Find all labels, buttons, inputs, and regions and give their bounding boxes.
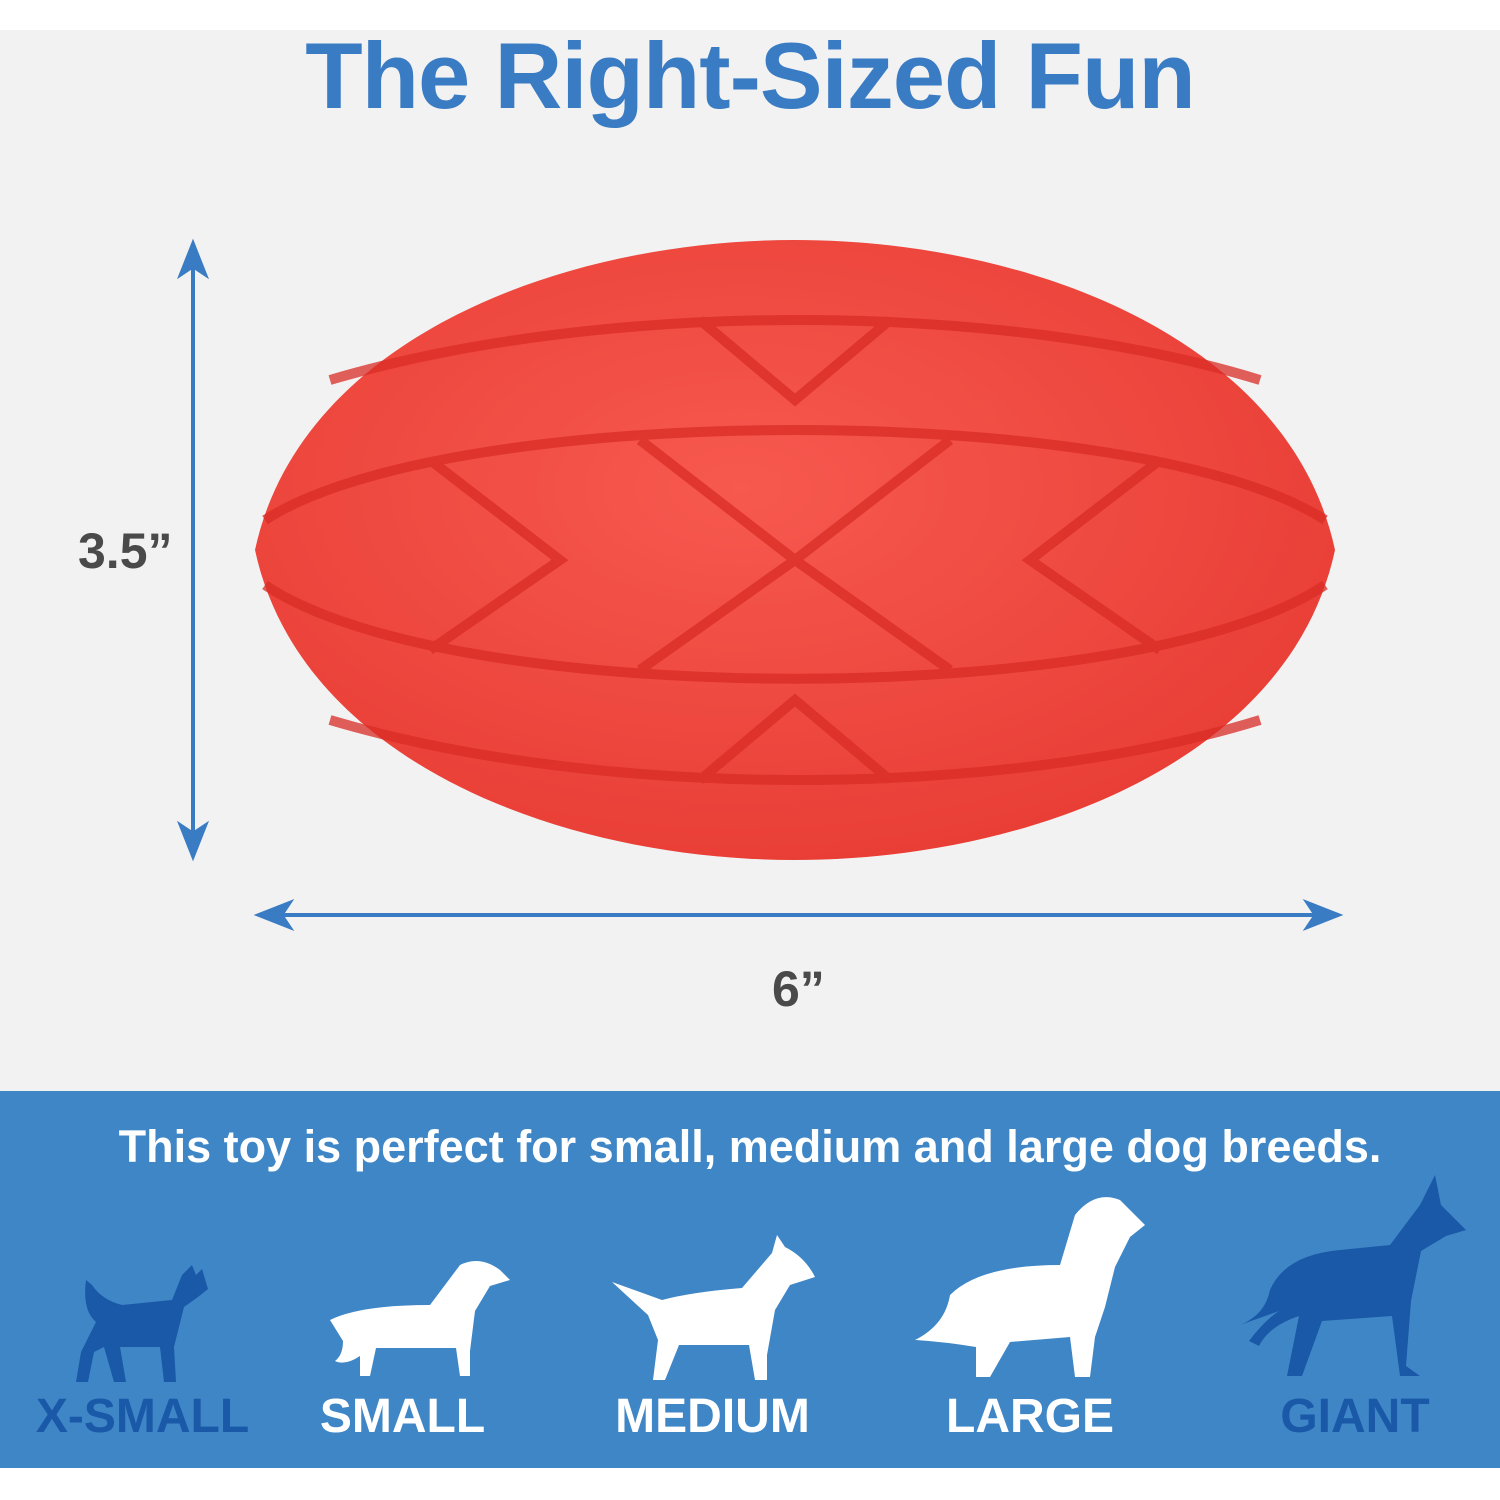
bull-terrier-icon <box>612 1235 815 1380</box>
height-label: 3.5” <box>78 523 173 579</box>
size-label-small: SMALL <box>319 1390 486 1443</box>
width-label: 6” <box>772 961 825 1017</box>
great-dane-icon <box>1240 1175 1466 1376</box>
size-label-medium: MEDIUM <box>615 1390 810 1443</box>
width-arrow <box>253 898 1344 932</box>
football-toy <box>255 240 1335 860</box>
size-label-large: LARGE <box>946 1390 1114 1443</box>
size-guide-tagline: This toy is perfect for small, medium an… <box>118 1121 1382 1172</box>
page-title: The Right-Sized Fun <box>305 23 1196 128</box>
size-label-x-small: X-SMALL <box>35 1390 250 1443</box>
size-label-giant: GIANT <box>1280 1390 1430 1443</box>
product-illustration <box>176 238 1344 932</box>
dachshund-icon <box>330 1261 510 1376</box>
golden-retriever-icon <box>915 1197 1145 1377</box>
dog-silhouettes <box>76 1175 1466 1382</box>
size-guide-band: This toy is perfect for small, medium an… <box>0 1091 1500 1468</box>
chihuahua-icon <box>76 1265 208 1382</box>
height-arrow <box>176 238 210 862</box>
